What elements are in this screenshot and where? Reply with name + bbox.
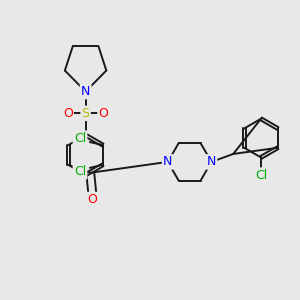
Text: Cl: Cl: [74, 132, 86, 145]
Text: Cl: Cl: [255, 169, 267, 182]
Text: O: O: [98, 107, 108, 120]
Text: Cl: Cl: [74, 165, 86, 178]
Text: O: O: [63, 107, 73, 120]
Text: N: N: [163, 155, 172, 168]
Text: O: O: [87, 193, 97, 206]
Text: N: N: [81, 85, 90, 98]
Text: S: S: [82, 107, 90, 120]
Text: N: N: [207, 155, 216, 168]
